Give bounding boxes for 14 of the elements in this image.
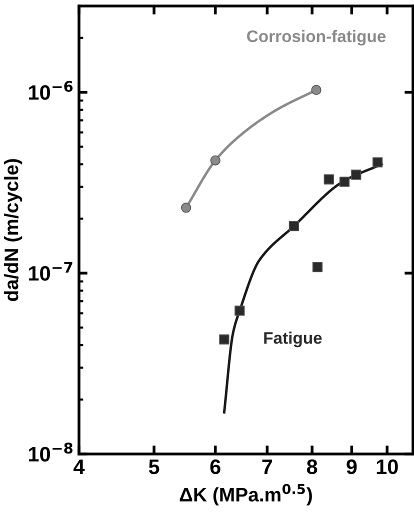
series-label: Fatigue (264, 332, 322, 348)
y-tick-label: 10$^{−7}$ (28, 262, 72, 281)
x-tick-label: 7 (262, 460, 272, 474)
x-tick-label: 8 (306, 459, 318, 474)
x-tick-label: 5 (148, 460, 160, 474)
y-tick-label: 10$^{−8}$ (28, 442, 73, 462)
text: Corrosion-fatigue (247, 30, 386, 46)
x-axis-title: ΔK (MPa.m$^{0.5}$) (180, 484, 312, 506)
x-tick-label: 9 (346, 459, 357, 474)
x-tick-label: 10 (376, 459, 398, 474)
y-tick-label: 10$^{−6}$ (28, 80, 73, 100)
y-axis-title: da/dN (m/cycle) (4, 159, 22, 302)
x-tick-label: 4 (74, 460, 85, 474)
x-tick-label: 6 (210, 459, 220, 474)
